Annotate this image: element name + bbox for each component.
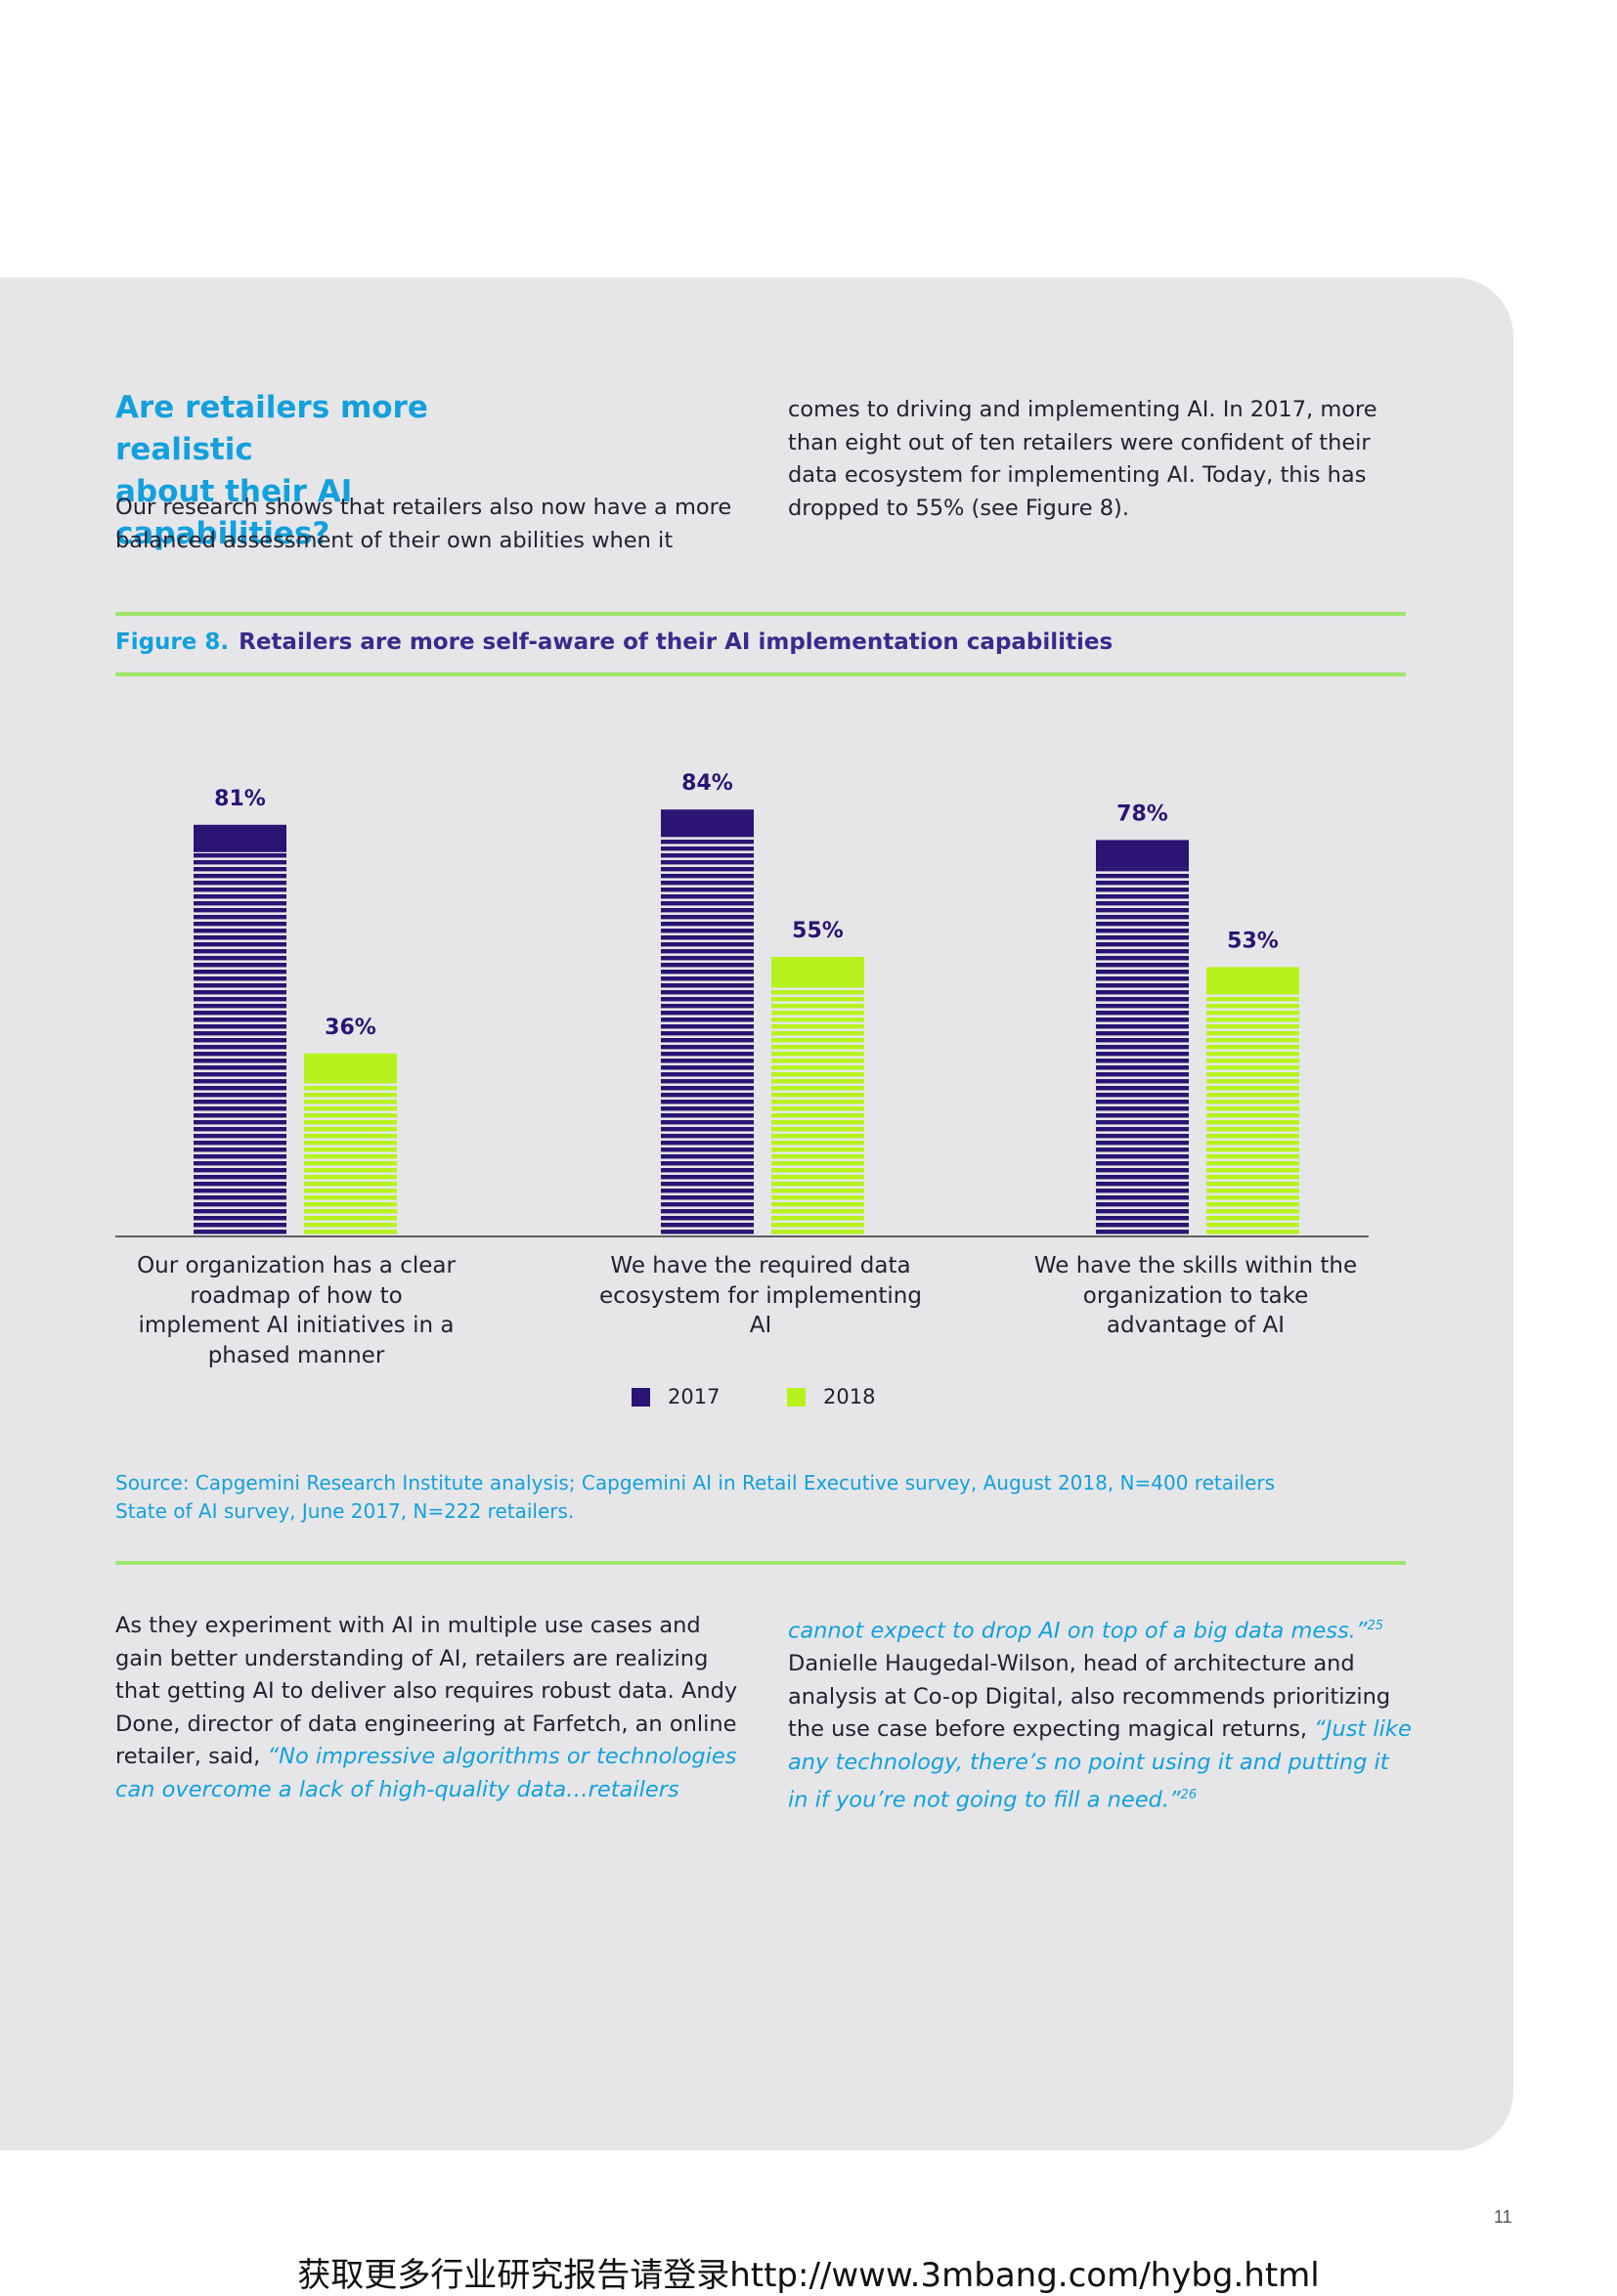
value-label-2018-skills: 53% (1227, 929, 1279, 953)
legend-swatch-2018 (787, 1387, 806, 1407)
intro-right-paragraph: comes to driving and implementing AI. In… (788, 397, 1377, 521)
legend-swatch-2017 (632, 1387, 650, 1407)
bar-2017-data-ecosystem (661, 809, 754, 1236)
bar-2018-skills (1206, 967, 1299, 1236)
bar-2018-data-ecosystem (771, 957, 864, 1236)
legend-label-2017: 2017 (668, 1385, 721, 1408)
category-label-skills: We have the skills within the organizati… (1033, 1253, 1358, 1338)
footnote-ref-26: 26 (1180, 1788, 1198, 1802)
heading-line-1: Are retailers more realistic (115, 390, 428, 467)
coop-quote: “Just like any technology, there’s no po… (788, 1716, 1412, 1813)
figure-source: Source: Capgemini Research Institute ana… (115, 1469, 1425, 1526)
category-label-roadmap: Our organization has a clear roadmap of … (137, 1253, 456, 1368)
category-label-data-ecosystem: We have the required data ecosystem for … (599, 1253, 922, 1338)
bar-2017-skills (1096, 840, 1189, 1236)
page-number: 11 (1494, 2207, 1512, 2227)
farfetch-quote-end: cannot expect to drop AI on top of a big… (788, 1618, 1368, 1644)
footnote-ref-25: 25 (1367, 1619, 1384, 1633)
body-left-paragraph: As they experiment with AI in multiple u… (115, 1610, 741, 1806)
figure-label: Figure 8. (115, 629, 230, 655)
body-right-text: Danielle Haugedal-Wilson, head of archit… (788, 1651, 1391, 1742)
source-bottom-rule (115, 1561, 1406, 1565)
figure-bottom-rule (115, 672, 1406, 676)
source-line-2: State of AI survey, June 2017, N=222 ret… (115, 1499, 575, 1523)
intro-left-paragraph: Our research shows that retailers also n… (115, 495, 732, 553)
value-label-2017-roadmap: 81% (214, 787, 266, 811)
source-line-1: Source: Capgemini Research Institute ana… (115, 1471, 1276, 1495)
legend-item-2017: 2017 (632, 1382, 720, 1411)
value-label-2017-data-ecosystem: 84% (681, 771, 733, 796)
value-label-2017-skills: 78% (1116, 801, 1168, 826)
body-right-paragraph: cannot expect to drop AI on top of a big… (788, 1610, 1414, 1817)
figure-top-rule (115, 612, 1406, 616)
body-left-text: As they experiment with AI in multiple u… (115, 1613, 738, 1769)
value-label-2018-roadmap: 36% (325, 1016, 376, 1040)
heading-line-2: about their AI capabilities? (115, 474, 353, 551)
bar-2017-roadmap (194, 824, 286, 1236)
bar-2018-roadmap (304, 1053, 397, 1236)
section-heading: Are retailers more realistic about their… (115, 387, 565, 555)
figure-title: Retailers are more self-aware of their A… (239, 629, 1114, 655)
farfetch-quote: “No impressive algorithms or technologie… (115, 1744, 737, 1802)
footer-watermark-link[interactable]: 获取更多行业研究报告请登录http://www.3mbang.com/hybg.… (297, 2256, 1320, 2295)
legend-label-2018: 2018 (823, 1385, 876, 1408)
bar-chart: 81% 84% 78% 36% 55% 53% (115, 771, 1369, 1237)
value-label-2018-data-ecosystem: 55% (792, 919, 844, 943)
figure-caption: Figure 8. Retailers are more self-aware o… (115, 626, 1113, 659)
legend-item-2018: 2018 (787, 1382, 875, 1411)
